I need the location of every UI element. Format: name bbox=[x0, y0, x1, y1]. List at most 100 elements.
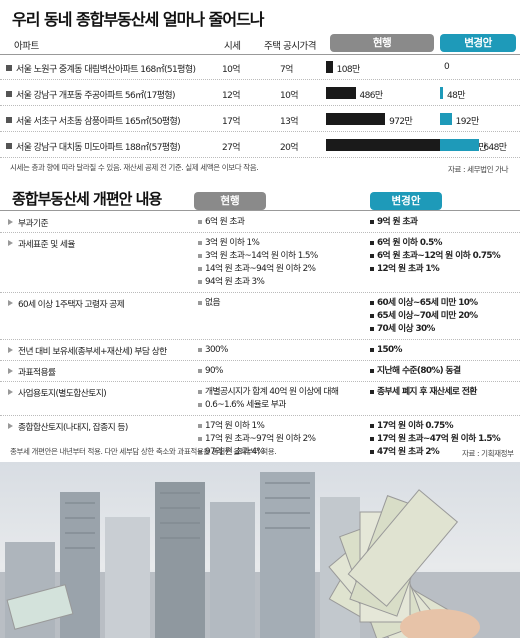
policy-label: 전년 대비 보유세(종부세+재산세) 부담 상한 bbox=[18, 347, 167, 357]
row-marker-icon bbox=[8, 347, 13, 353]
apartment-row: 서울 서초구 서초동 삼풍아파트 165㎡(50평형) 17억 13억 972만… bbox=[0, 108, 520, 132]
current-tax-bar bbox=[326, 87, 356, 99]
apartment-name: 서울 노원구 중계동 대림벽산아파트 168㎡(51평형) bbox=[16, 65, 196, 75]
revised-item: 70세 이상 30% bbox=[370, 323, 477, 336]
revised-item: 60세 이상~65세 미만 10% bbox=[370, 297, 478, 310]
revised-item: 17억 원 초과~47억 원 이하 1.5% bbox=[370, 433, 501, 446]
current-policy: 17억 원 이하 1% 17억 원 초과~97억 원 이하 2% 97억 원 초과 … bbox=[198, 420, 316, 459]
revised-item: 지난해 수준(80%) 동결 bbox=[370, 365, 461, 378]
official-price: 10억 bbox=[280, 91, 299, 101]
revised-item: 65세 이상~70세 미만 20% bbox=[370, 310, 478, 323]
apartment-row: 서울 강남구 개포동 주공아파트 56㎡(17평형) 12억 10억 486만 … bbox=[0, 82, 520, 106]
revised-item: 12억 원 초과 1% bbox=[370, 263, 500, 276]
current-tax-bar bbox=[326, 61, 333, 73]
current-item: 없음 bbox=[198, 297, 221, 310]
current-tax-bar bbox=[326, 139, 454, 151]
current-item: 17억 원 초과~97억 원 이하 2% bbox=[198, 433, 316, 446]
revised-policy: 60세 이상~65세 미만 10% 65세 이상~70세 미만 20% 70세 이상… bbox=[370, 297, 478, 336]
current-item: 개별공시지가 합계 40억 원 이상에 대해 bbox=[198, 386, 339, 399]
revised-item: 47억 원 초과 2% bbox=[370, 446, 500, 459]
section1-header: 아파트 시세 주택 공시가격 현행 변경안 bbox=[0, 34, 520, 54]
header-market-price: 시세 bbox=[224, 41, 241, 52]
current-item: 0.6~1.6% 세율로 부과 bbox=[198, 399, 338, 412]
current-item: 3억 원 이하 1% bbox=[198, 237, 318, 250]
current-item: 17억 원 이하 1% bbox=[198, 420, 315, 433]
section2-title: 종합부동산세 개편안 내용 bbox=[12, 190, 162, 208]
market-price: 10억 bbox=[222, 65, 241, 75]
current-item: 14억 원 초과~94억 원 이하 2% bbox=[198, 263, 318, 276]
revised-policy: 9억 원 초과 bbox=[370, 216, 418, 229]
revised-policy: 종부세 폐지 후 재산세로 전환 bbox=[370, 386, 477, 399]
section2-note: 종부세 개편안은 내년부터 적용. 다만 세부담 상한 축소와 과표적용률 동결… bbox=[10, 447, 277, 456]
policy-row: 과표적용률 90% 지난해 수준(80%) 동결 bbox=[0, 361, 520, 382]
revised-tax: 48만 bbox=[447, 91, 466, 101]
market-price: 27억 bbox=[222, 143, 241, 153]
revised-item: 6억 원 이하 0.5% bbox=[370, 237, 500, 250]
official-price: 20억 bbox=[280, 143, 299, 153]
revised-tax-bar bbox=[440, 139, 480, 151]
row-marker-icon bbox=[8, 423, 13, 429]
official-price: 7억 bbox=[280, 65, 293, 75]
section2-header-current: 현행 bbox=[194, 192, 266, 210]
current-tax: 972만 bbox=[389, 117, 413, 127]
header-official-price: 주택 공시가격 bbox=[264, 41, 316, 52]
row-bullet bbox=[6, 91, 12, 97]
revised-policy: 150% bbox=[370, 344, 402, 357]
current-policy: 300% bbox=[198, 344, 228, 357]
row-bullet bbox=[6, 143, 12, 149]
current-policy: 3억 원 이하 1% 3억 원 초과~14억 원 이하 1.5% 14억 원 초과~… bbox=[198, 237, 318, 289]
policy-label: 60세 이상 1주택자 고령자 공제 bbox=[18, 300, 125, 310]
current-item: 90% bbox=[198, 365, 223, 378]
section2-source: 자료 : 기획재정부 bbox=[462, 449, 514, 458]
header-revised: 변경안 bbox=[440, 34, 516, 52]
policy-row: 사업용토지(별도합산토지) 개별공시지가 합계 40억 원 이상에 대해 0.6~… bbox=[0, 382, 520, 416]
apartment-row: 서울 강남구 대치동 미도아파트 188㎡(57평형) 27억 20억 2106… bbox=[0, 134, 520, 158]
policy-row: 전년 대비 보유세(종부세+재산세) 부담 상한 300% 150% bbox=[0, 340, 520, 361]
apartment-name: 서울 강남구 개포동 주공아파트 56㎡(17평형) bbox=[16, 91, 176, 101]
revised-item: 종부세 폐지 후 재산세로 전환 bbox=[370, 386, 477, 399]
current-policy: 90% bbox=[198, 365, 223, 378]
current-policy: 없음 bbox=[198, 297, 221, 310]
revised-policy: 지난해 수준(80%) 동결 bbox=[370, 365, 461, 378]
current-item: 97억 원 초과 4% bbox=[198, 446, 315, 459]
current-policy: 6억 원 초과 bbox=[198, 216, 245, 229]
revised-tax-bar bbox=[440, 113, 452, 125]
policy-row: 부과기준 6억 원 초과 9억 원 초과 bbox=[0, 212, 520, 233]
policy-row: 과세표준 및 세율 3억 원 이하 1% 3억 원 초과~14억 원 이하 1.5… bbox=[0, 233, 520, 293]
section2-header-revised: 변경안 bbox=[370, 192, 442, 210]
policy-label: 사업용토지(별도합산토지) bbox=[18, 389, 107, 399]
apartment-name: 서울 강남구 대치동 미도아파트 188㎡(57평형) bbox=[16, 143, 181, 153]
policy-label: 과세표준 및 세율 bbox=[18, 240, 75, 250]
current-item: 6억 원 초과 bbox=[198, 216, 245, 229]
revised-item: 150% bbox=[370, 344, 402, 357]
row-marker-icon bbox=[8, 219, 13, 225]
market-price: 12억 bbox=[222, 91, 241, 101]
revised-tax: 0 bbox=[444, 62, 450, 72]
apartments-and-cash-illustration bbox=[0, 472, 520, 638]
policy-label: 과표적용률 bbox=[18, 368, 56, 378]
policy-row: 60세 이상 1주택자 고령자 공제 없음 60세 이상~65세 미만 10% 6… bbox=[0, 293, 520, 340]
city-money-photo bbox=[0, 462, 520, 638]
policy-label: 부과기준 bbox=[18, 219, 49, 229]
row-marker-icon bbox=[8, 389, 13, 395]
row-bullet bbox=[6, 117, 12, 123]
current-policy: 개별공시지가 합계 40억 원 이상에 대해 0.6~1.6% 세율로 부과 bbox=[198, 386, 339, 412]
revised-tax-bar bbox=[440, 87, 443, 99]
policy-label: 종합합산토지(나대지, 잡종지 등) bbox=[18, 423, 128, 433]
revised-item: 9억 원 초과 bbox=[370, 216, 418, 229]
current-tax: 486만 bbox=[359, 91, 384, 101]
revised-item: 17억 원 이하 0.75% bbox=[370, 420, 500, 433]
apartment-name: 서울 서초구 서초동 삼풍아파트 165㎡(50평형) bbox=[16, 117, 181, 127]
current-item: 94억 원 초과 3% bbox=[198, 276, 318, 289]
row-marker-icon bbox=[8, 240, 13, 246]
revised-policy: 17억 원 이하 0.75% 17억 원 초과~47억 원 이하 1.5% 47억 … bbox=[370, 420, 501, 459]
official-price: 13억 bbox=[280, 117, 299, 127]
row-bullet bbox=[6, 65, 12, 71]
revised-policy: 6억 원 이하 0.5% 6억 원 초과~12억 원 이하 0.75% 12억 원 … bbox=[370, 237, 501, 276]
section1-note: 시세는 층과 향에 따라 달라질 수 있음. 재산세 공제 전 기준. 실제 세… bbox=[10, 163, 259, 172]
current-tax-bar bbox=[326, 113, 386, 125]
header-apartment: 아파트 bbox=[14, 41, 39, 52]
revised-item: 6억 원 초과~12억 원 이하 0.75% bbox=[370, 250, 501, 263]
current-item: 300% bbox=[198, 344, 228, 357]
section1-title: 우리 동네 종합부동산세 얼마나 줄어드나 bbox=[12, 10, 265, 29]
